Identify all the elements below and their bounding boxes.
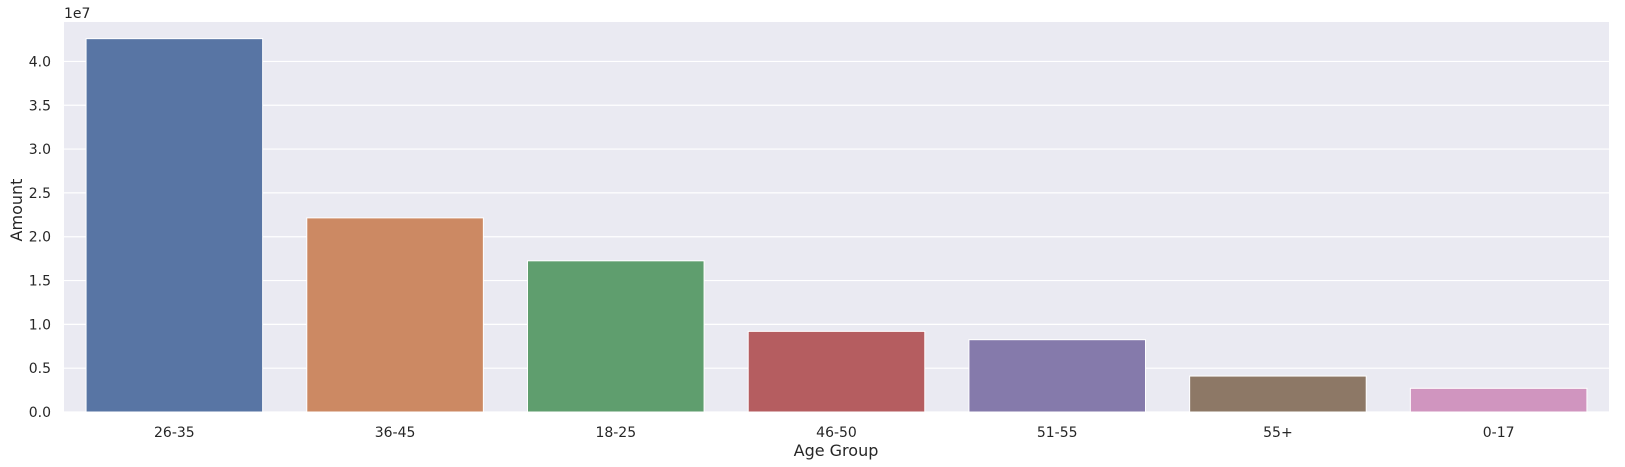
- bar-55+: [1189, 375, 1367, 413]
- x-tick-label: 26-35: [154, 425, 195, 441]
- y-tick-label: 2.0: [29, 230, 51, 246]
- bar-51-55: [968, 339, 1147, 413]
- y-tick-label: 3.0: [29, 142, 51, 158]
- y-tick-label: 3.5: [29, 98, 51, 114]
- x-tick-label: 36-45: [375, 425, 416, 441]
- bar-26-35: [85, 38, 264, 413]
- y-axis-label: Amount: [7, 179, 26, 242]
- x-axis-label: Age Group: [794, 441, 879, 460]
- y-tick-label: 1.0: [29, 317, 51, 333]
- bar-46-50: [747, 330, 926, 413]
- x-tick-label: 55+: [1263, 425, 1293, 441]
- bars: [85, 38, 1588, 413]
- bar-18-25: [527, 260, 705, 413]
- x-tick-label: 51-55: [1037, 425, 1078, 441]
- y-tick-labels: 0.0 0.5 1.0 1.5 2.0 2.5 3.0 3.5 4.0: [29, 54, 51, 421]
- y-tick-label: 0.0: [29, 405, 51, 421]
- bar-36-45: [306, 217, 484, 413]
- x-tick-label: 18-25: [595, 425, 636, 441]
- y-tick-label: 0.5: [29, 361, 51, 377]
- y-tick-label: 1.5: [29, 274, 51, 290]
- x-tick-labels: 26-35 36-45 18-25 46-50 51-55 55+ 0-17: [154, 425, 1515, 441]
- y-offset-label: 1e7: [64, 6, 90, 22]
- y-tick-label: 4.0: [29, 54, 51, 70]
- bar-0-17: [1409, 387, 1588, 413]
- x-tick-label: 0-17: [1483, 425, 1515, 441]
- y-tick-label: 2.5: [29, 186, 51, 202]
- x-tick-label: 46-50: [816, 425, 857, 441]
